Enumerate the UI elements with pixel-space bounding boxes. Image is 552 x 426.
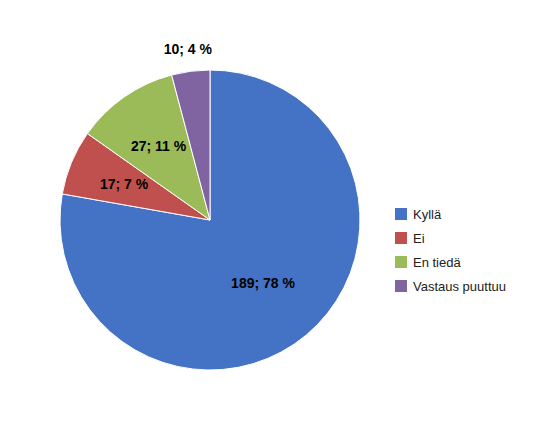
chart: 189; 78 % 17; 7 % 27; 11 % 10; 4 % Kyllä Ei En… bbox=[0, 0, 552, 426]
legend-swatch bbox=[395, 280, 407, 292]
slices bbox=[60, 70, 360, 370]
legend-label: En tiedä bbox=[413, 255, 461, 270]
data-labels: 189; 78 % 17; 7 % 27; 11 % 10; 4 % bbox=[100, 41, 295, 291]
legend-swatch bbox=[395, 208, 407, 220]
data-label: 17; 7 % bbox=[100, 176, 149, 192]
legend-label: Vastaus puuttuu bbox=[413, 279, 506, 294]
background bbox=[0, 0, 552, 426]
data-label: 10; 4 % bbox=[164, 41, 213, 57]
pie-slice bbox=[60, 70, 360, 370]
data-label: 27; 11 % bbox=[131, 138, 187, 154]
legend-label: Ei bbox=[413, 231, 425, 246]
legend: Kyllä Ei En tiedä Vastaus puuttuu bbox=[395, 207, 506, 294]
legend-label: Kyllä bbox=[413, 207, 442, 222]
chart-container: 189; 78 % 17; 7 % 27; 11 % 10; 4 % Kyllä Ei En… bbox=[0, 0, 552, 426]
data-label: 189; 78 % bbox=[231, 275, 295, 291]
legend-swatch bbox=[395, 232, 407, 244]
legend-swatch bbox=[395, 256, 407, 268]
